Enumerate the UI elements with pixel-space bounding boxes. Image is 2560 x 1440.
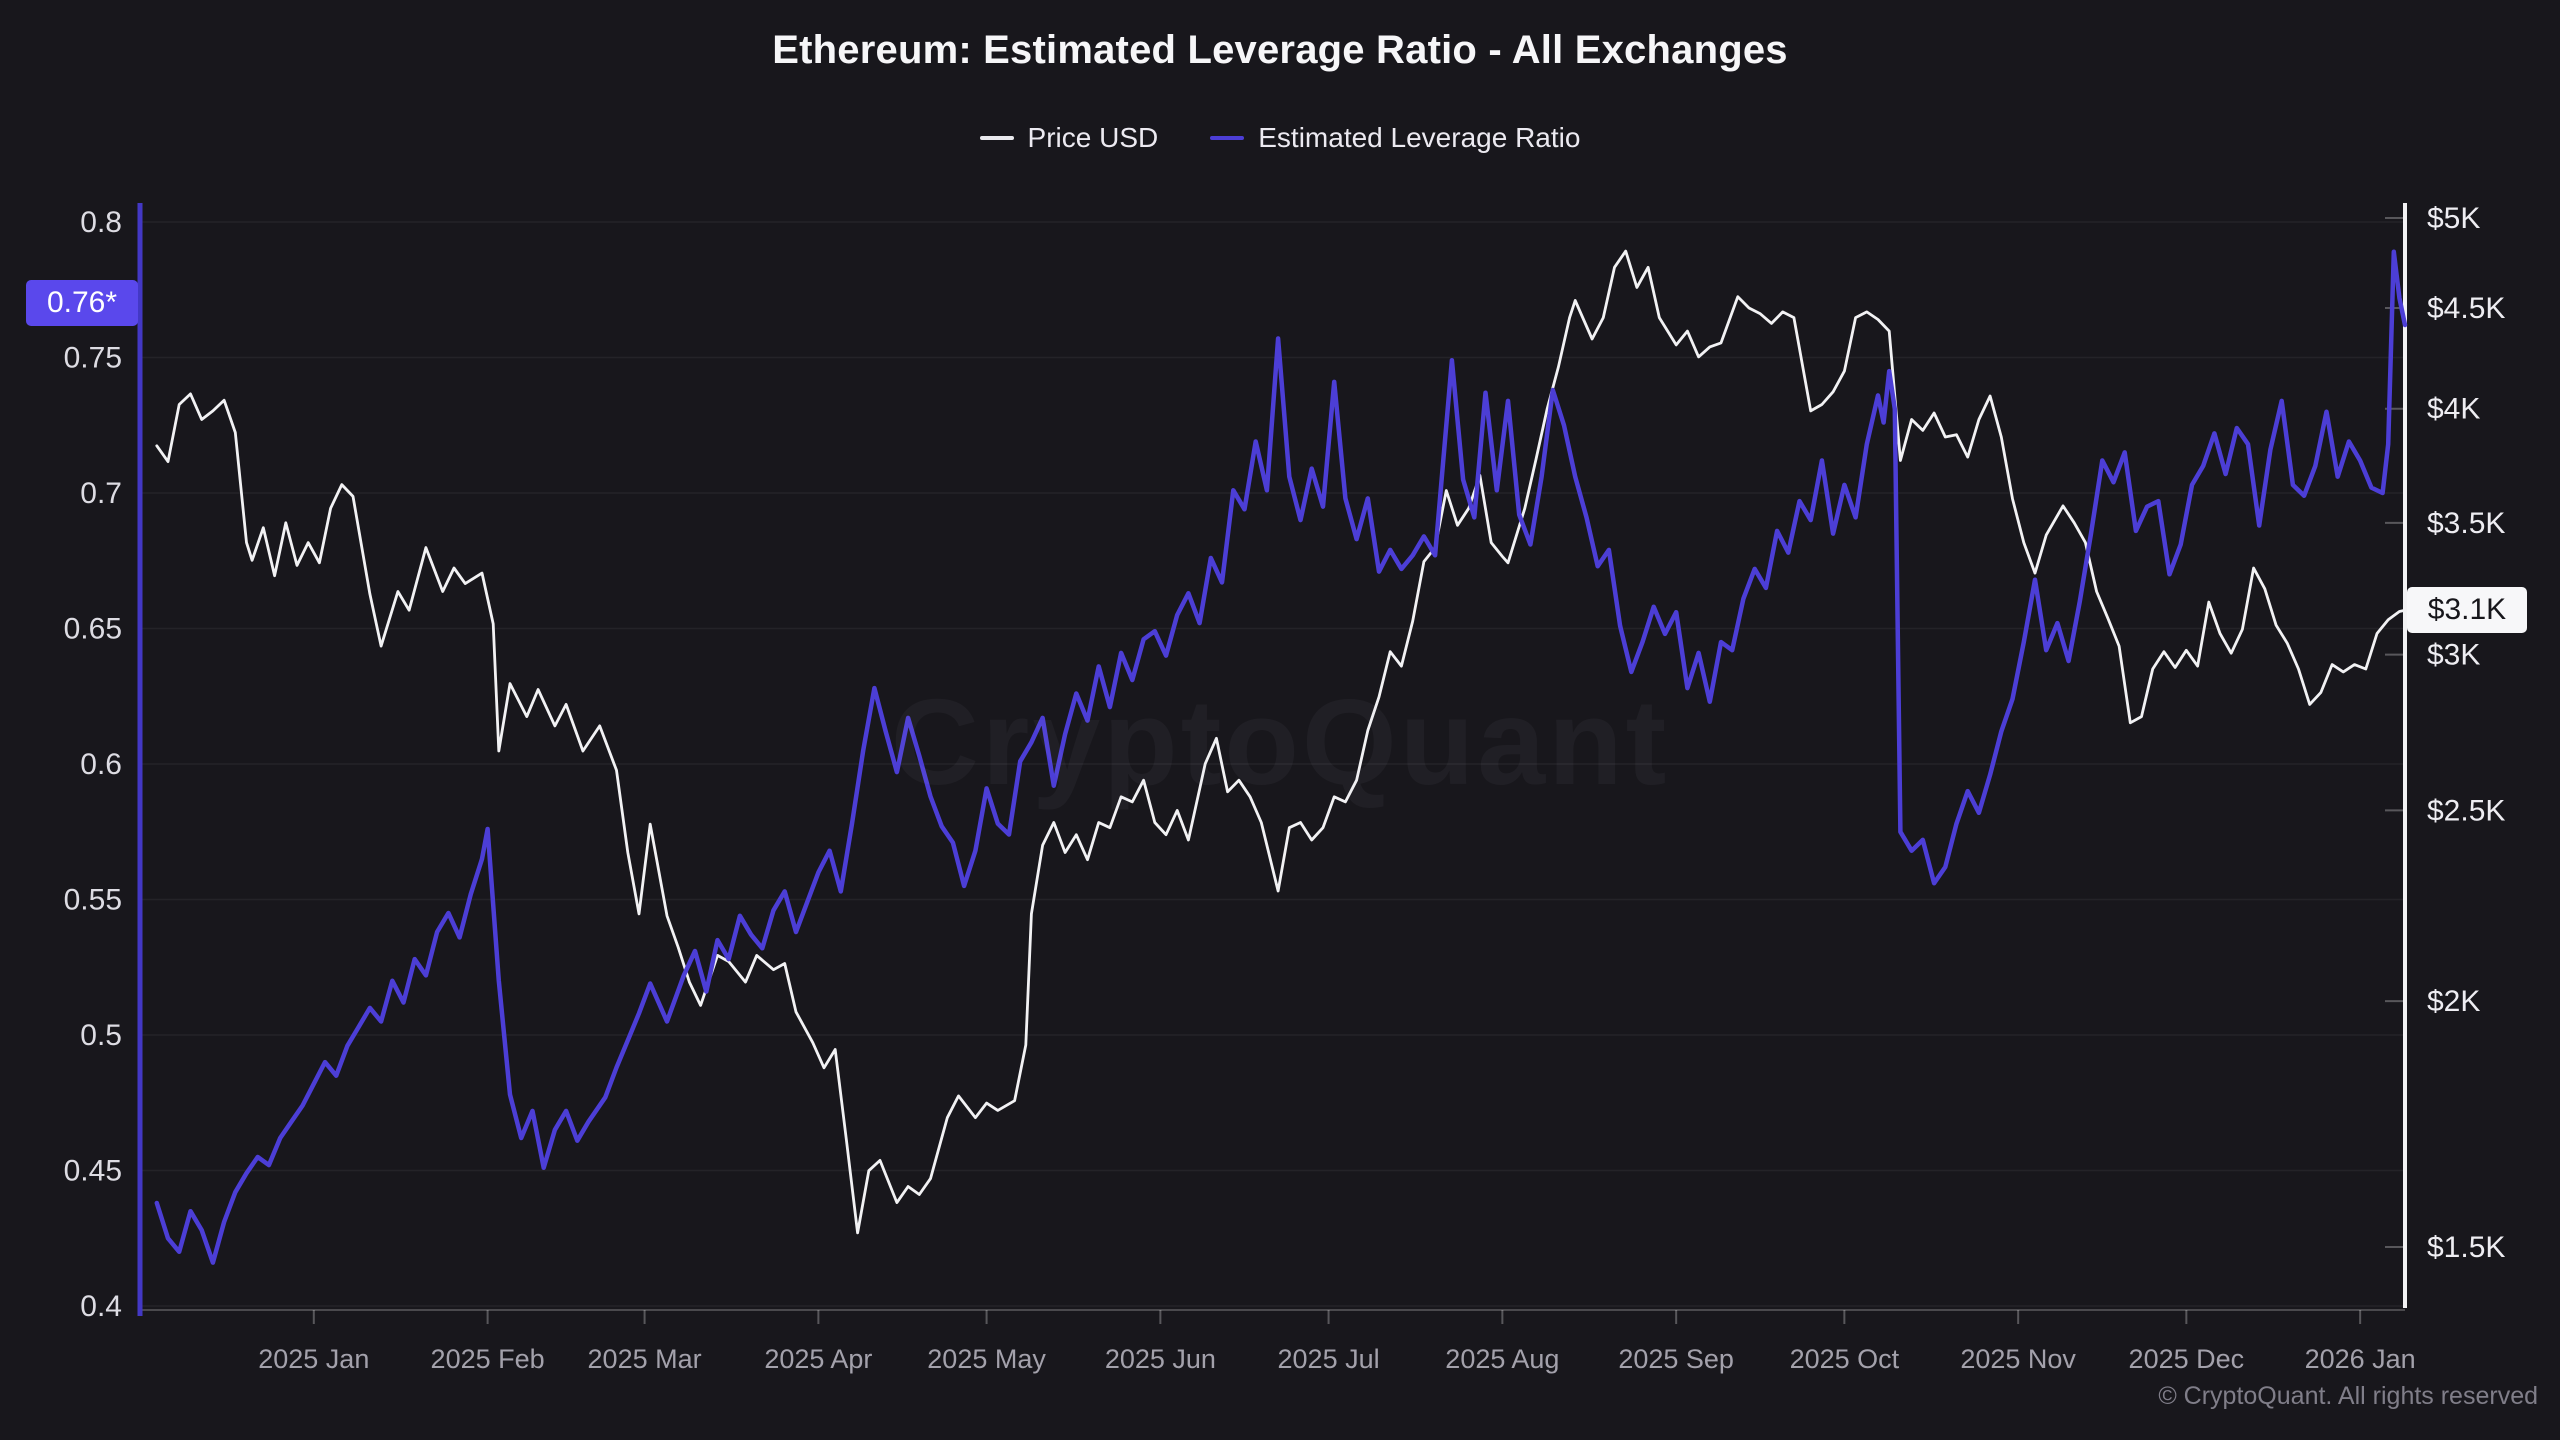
price-usd-line [155, 249, 2407, 1235]
leverage-current-value-badge: 0.76* [26, 280, 138, 327]
x-tick-label: 2025 Sep [1618, 1344, 1734, 1374]
price-tick-label: $2.5K [2427, 794, 2505, 827]
legend-item-price-usd[interactable]: Price USD [979, 122, 1159, 154]
price-tick-label: $3.5K [2427, 507, 2505, 540]
x-tick-label: 2025 Dec [2129, 1344, 2245, 1374]
price-tick-label: $4K [2427, 393, 2480, 426]
x-tick-label: 2025 May [927, 1344, 1046, 1374]
leverage-tick-label: 0.6 [80, 748, 122, 781]
leverage-tick-label: 0.45 [64, 1155, 122, 1188]
x-tick-label: 2025 Apr [764, 1344, 872, 1374]
x-tick-label: 2025 Feb [431, 1344, 545, 1374]
chart-legend: Price USD Estimated Leverage Ratio [0, 122, 2560, 154]
legend-item-leverage-ratio[interactable]: Estimated Leverage Ratio [1210, 122, 1580, 154]
x-tick-label: 2025 Oct [1790, 1344, 1900, 1374]
leverage-tick-label: 0.55 [64, 884, 122, 917]
price-tick-label: $3K [2427, 639, 2480, 672]
x-tick-label: 2025 Jul [1278, 1344, 1380, 1374]
leverage-series-swatch-icon [1210, 136, 1245, 140]
price-current-value-badge: $3.1K [2407, 587, 2527, 634]
x-tick-label: 2025 Aug [1445, 1344, 1559, 1374]
x-tick-label: 2025 Jan [258, 1344, 369, 1374]
x-tick-label: 2025 Mar [588, 1344, 702, 1374]
price-tick-label: $4.5K [2427, 292, 2505, 325]
x-tick-label: 2025 Jun [1105, 1344, 1216, 1374]
leverage-tick-label: 0.5 [80, 1019, 122, 1052]
copyright-notice: © CryptoQuant. All rights reserved [2158, 1382, 2538, 1410]
price-tick-label: $5K [2427, 202, 2480, 235]
leverage-ratio-line [154, 249, 2408, 1265]
x-tick-label: 2025 Nov [1960, 1344, 2076, 1374]
price-tick-label: $1.5K [2427, 1231, 2505, 1264]
price-tick-label: $2K [2427, 985, 2480, 1018]
legend-label-leverage-ratio: Estimated Leverage Ratio [1258, 122, 1581, 153]
legend-label-price-usd: Price USD [1027, 122, 1159, 153]
leverage-tick-label: 0.65 [64, 613, 122, 646]
leverage-tick-label: 0.75 [64, 342, 122, 375]
price-series-swatch-icon [979, 136, 1014, 140]
x-tick-label: 2026 Jan [2305, 1344, 2416, 1374]
leverage-tick-label: 0.8 [80, 206, 122, 239]
page-title: Ethereum: Estimated Leverage Ratio - All… [772, 28, 1788, 72]
leverage-tick-label: 0.7 [80, 477, 122, 510]
leverage-tick-label: 0.4 [80, 1290, 122, 1323]
